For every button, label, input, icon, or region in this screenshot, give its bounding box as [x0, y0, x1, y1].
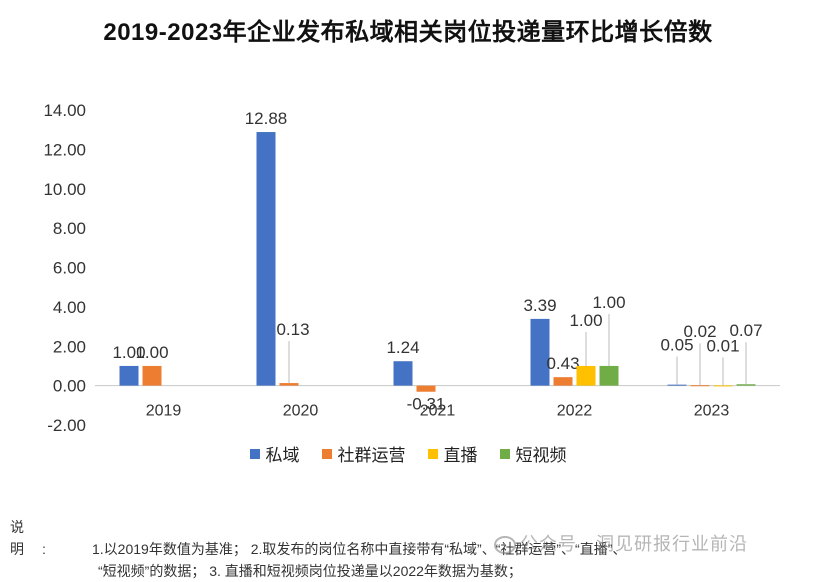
bar-短视频-2023: [736, 384, 756, 386]
data-label: 0.05: [660, 336, 693, 355]
x-tick-label: 2023: [694, 403, 730, 420]
data-label: 0.07: [729, 321, 762, 340]
bar-私域-2019: [119, 365, 139, 386]
y-tick-label: 14.00: [43, 101, 86, 120]
y-tick-label: 12.00: [43, 140, 86, 159]
bar-社群运营-2019: [142, 365, 162, 386]
data-label: -0.31: [407, 395, 446, 414]
note-line-2: “短视频”的数据； 3. 直播和短视频岗位投递量以2022年数据为基数；: [98, 563, 522, 579]
note-line-1: 1.以2019年数值为基准； 2.取发布的岗位名称中直接带有“私域”、“社群运营…: [92, 541, 627, 557]
footnote: 说明: 1.以2019年数值为基准； 2.取发布的岗位名称中直接带有“私域”、“社…: [10, 516, 810, 582]
legend-label: 直播: [443, 446, 478, 465]
bar-社群运营-2021: [416, 385, 436, 392]
legend-label: 短视频: [515, 446, 567, 465]
legend-swatch: [249, 448, 260, 459]
data-label: 1.00: [569, 311, 602, 330]
bar-直播-2023: [713, 385, 733, 387]
bar-社群运营-2022: [553, 377, 573, 386]
y-tick-label: 2.00: [53, 337, 86, 356]
legend-swatch: [427, 448, 438, 459]
bar-私域-2021: [393, 361, 413, 386]
wechat-icon: [494, 536, 516, 555]
x-tick-label: 2020: [283, 403, 319, 420]
legend-item: 短视频: [499, 441, 567, 466]
chart-title: 2019-2023年企业发布私域相关岗位投递量环比增长倍数: [103, 19, 713, 46]
legend: 私域 社群运营 直播 短视频: [0, 441, 816, 466]
data-label: 1.24: [386, 338, 419, 357]
legend-item: 直播: [427, 441, 478, 466]
x-tick-label: 2021: [420, 403, 456, 420]
y-tick-label: 6.00: [53, 259, 86, 278]
bar-社群运营-2020: [279, 383, 299, 386]
data-label: 0.02: [683, 322, 716, 341]
data-label: 0.01: [706, 336, 739, 355]
bar-私域-2023: [667, 384, 687, 386]
y-tick-label: 4.00: [53, 298, 86, 317]
watermark: 公众号 · 洞见研报行业前沿: [494, 530, 748, 556]
legend-item: 社群运营: [321, 441, 406, 466]
data-label: 1.00: [592, 293, 625, 312]
watermark-text: 公众号 · 洞见研报行业前沿: [520, 534, 748, 554]
bar-私域-2022: [530, 318, 550, 386]
x-tick-label: 2022: [557, 403, 593, 420]
bar-chart: 14.00 12.00 10.00 8.00 6.00 4.00 2.00 0.00 -2.00…: [43, 101, 780, 435]
data-label: 1.00: [135, 343, 168, 362]
y-tick-label: 10.00: [43, 180, 86, 199]
data-label: 1.00: [112, 343, 145, 362]
note-lead: 说明:: [10, 519, 64, 557]
bar-短视频-2022: [599, 365, 619, 386]
data-label: 0.43: [546, 354, 579, 373]
bar-私域-2020: [256, 132, 276, 386]
legend-swatch: [499, 448, 510, 459]
legend-label: 私域: [265, 446, 300, 465]
data-label: 12.88: [245, 109, 288, 128]
legend-label: 社群运营: [337, 446, 406, 465]
y-tick-label: 8.00: [53, 219, 86, 238]
y-tick-label: 0.00: [53, 377, 86, 396]
legend-item: 私域: [249, 441, 300, 466]
legend-swatch: [321, 448, 332, 459]
y-tick-label: -2.00: [47, 416, 86, 435]
data-label: 0.13: [276, 320, 309, 339]
bar-直播-2022: [576, 365, 596, 386]
bar-社群运营-2023: [690, 385, 710, 387]
data-label: 3.39: [523, 296, 556, 315]
x-tick-label: 2019: [146, 403, 182, 420]
